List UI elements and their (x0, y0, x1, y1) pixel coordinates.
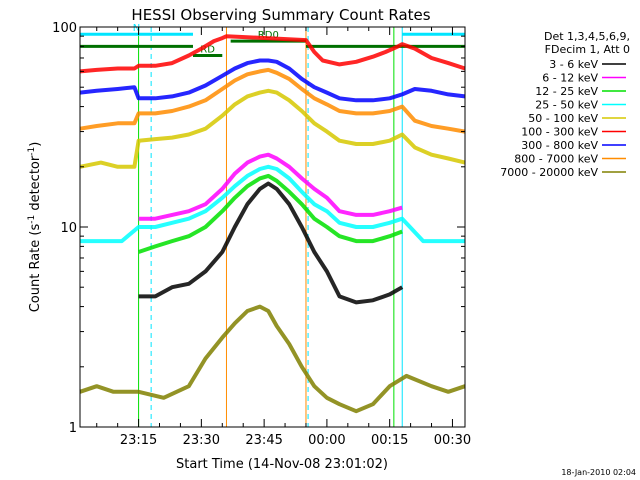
annotation-bars: N RD RD0 (80, 23, 465, 58)
y-tick-label-2: 100 (52, 21, 77, 36)
y-axis-label-part-1: Count Rate (s (28, 224, 43, 313)
legend-label-5: 100 - 300 keV (521, 126, 598, 139)
y-axis-label-sup-2: -1 (27, 147, 37, 156)
series-lines (79, 34, 466, 414)
series-line-7 (79, 67, 466, 134)
legend-label-1: 6 - 12 keV (542, 72, 598, 85)
legend-header-line-1: Det 1,3,4,5,6,9, (544, 30, 630, 43)
series-line-3 (80, 164, 465, 244)
x-tick-label-2: 23:45 (245, 433, 282, 448)
y-axis-label-sup-1: -1 (27, 215, 37, 224)
x-tick-label-5: 00:30 (434, 433, 471, 448)
series-line-6 (79, 58, 466, 103)
annotation-label-2: RD0 (258, 30, 279, 41)
legend-label-3: 25 - 50 keV (535, 99, 598, 112)
x-tick-label-3: 00:00 (308, 433, 345, 448)
series-line-4 (79, 88, 466, 169)
chart-title: HESSI Observing Summary Count Rates (131, 6, 430, 24)
legend-label-6: 300 - 800 keV (521, 139, 598, 152)
legend-label-2: 12 - 25 keV (535, 85, 598, 98)
series-line-0 (138, 181, 404, 305)
legend-header-line-2: FDecim 1, Att 0 (545, 43, 630, 56)
series-line-1 (138, 152, 403, 221)
x-tick-label-1: 23:30 (183, 433, 220, 448)
legend: Det 1,3,4,5,6,9, FDecim 1, Att 0 3 - 6 k… (500, 30, 630, 179)
series-line-5 (79, 34, 466, 74)
x-axis-ticks: 23:15 23:30 23:45 00:00 00:15 00:30 (96, 27, 471, 448)
x-tick-label-4: 00:15 (371, 433, 408, 448)
legend-label-8: 7000 - 20000 keV (500, 166, 598, 179)
legend-label-4: 50 - 100 keV (528, 112, 598, 125)
x-tick-label-0: 23:15 (120, 433, 157, 448)
x-axis-label: Start Time (14-Nov-08 23:01:02) (176, 457, 388, 472)
series-line-2 (137, 173, 403, 254)
legend-label-7: 800 - 7000 keV (514, 153, 598, 166)
y-axis-ticks: 1 10 100 (52, 21, 465, 436)
y-axis-label-part-3: ) (28, 142, 43, 147)
y-tick-label-0: 1 (69, 421, 77, 436)
annotation-label-1: RD (200, 45, 215, 56)
legend-label-0: 3 - 6 keV (549, 58, 598, 71)
y-axis-label: Count Rate (s-1 detector-1) (27, 142, 43, 313)
y-axis-label-part-2: detector (28, 155, 43, 215)
timestamp-footer: 18-Jan-2010 02:04 (561, 468, 636, 477)
series-line-8 (79, 304, 466, 414)
annotation-label-0: N (133, 23, 140, 34)
y-tick-label-1: 10 (60, 221, 77, 236)
